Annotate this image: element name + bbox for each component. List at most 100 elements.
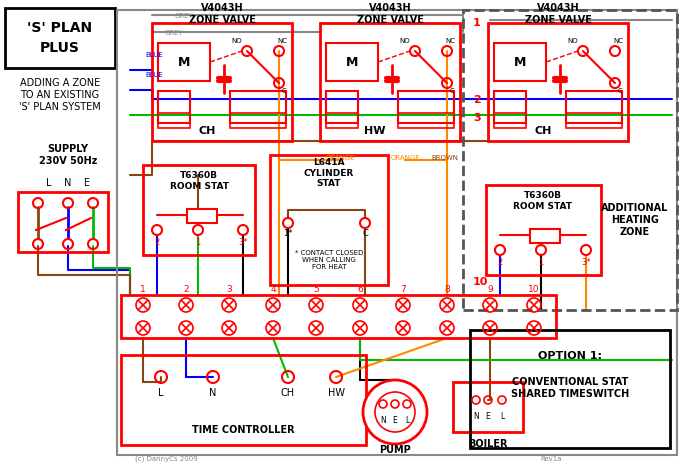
Bar	[463, 10, 677, 310]
Text: GREY: GREY	[175, 13, 194, 19]
Text: 3*: 3*	[581, 257, 591, 266]
Text: 10: 10	[529, 285, 540, 293]
Text: N: N	[209, 388, 217, 398]
Bar	[158, 43, 210, 81]
Text: * CONTACT CLOSED
WHEN CALLING
FOR HEAT: * CONTACT CLOSED WHEN CALLING FOR HEAT	[295, 250, 363, 270]
Text: 'S' PLAN: 'S' PLAN	[28, 21, 92, 35]
Text: CH: CH	[198, 126, 216, 136]
Bar	[143, 165, 255, 255]
Text: BOILER: BOILER	[469, 439, 508, 449]
Text: 8: 8	[444, 285, 450, 293]
Bar	[566, 91, 622, 123]
Text: PLUS: PLUS	[40, 41, 80, 55]
Text: NC: NC	[613, 38, 623, 44]
Bar	[398, 91, 454, 123]
Text: Rev1a: Rev1a	[540, 456, 562, 462]
Text: OPTION 1:: OPTION 1:	[538, 351, 602, 361]
Circle shape	[363, 380, 427, 444]
Text: 2: 2	[183, 285, 189, 293]
Text: T6360B
ROOM STAT: T6360B ROOM STAT	[170, 171, 228, 191]
Text: HW: HW	[364, 126, 386, 136]
Text: V4043H
ZONE VALVE: V4043H ZONE VALVE	[188, 3, 255, 25]
Bar	[152, 23, 292, 141]
Text: ADDING A ZONE
TO AN EXISTING
'S' PLAN SYSTEM: ADDING A ZONE TO AN EXISTING 'S' PLAN SY…	[19, 79, 101, 111]
Text: M: M	[514, 56, 526, 68]
Text: NC: NC	[445, 38, 455, 44]
Text: 3*: 3*	[238, 237, 248, 247]
Text: V4043H
ZONE VALVE: V4043H ZONE VALVE	[357, 3, 424, 25]
Bar	[18, 192, 108, 252]
Bar	[158, 91, 190, 123]
Text: 1: 1	[140, 285, 146, 293]
Text: (c) DannyCs 2009: (c) DannyCs 2009	[135, 456, 198, 462]
Text: BROWN: BROWN	[431, 155, 458, 161]
Text: ORANGE: ORANGE	[325, 155, 355, 161]
Bar	[121, 295, 556, 338]
Text: T6360B
ROOM STAT: T6360B ROOM STAT	[513, 191, 573, 211]
Text: C: C	[362, 228, 368, 238]
Text: 5: 5	[313, 285, 319, 293]
Text: L641A
CYLINDER
STAT: L641A CYLINDER STAT	[304, 158, 354, 188]
Text: 6: 6	[357, 285, 363, 293]
Text: 1: 1	[538, 257, 544, 266]
Text: BLUE: BLUE	[145, 52, 163, 58]
Bar	[230, 113, 286, 128]
Text: C: C	[450, 88, 455, 94]
Text: CH: CH	[281, 388, 295, 398]
Text: 3: 3	[473, 113, 481, 123]
Bar	[494, 91, 526, 123]
Bar	[270, 155, 388, 285]
Bar	[566, 113, 622, 128]
Bar	[530, 229, 560, 243]
Bar	[453, 382, 523, 432]
Bar	[494, 43, 546, 81]
Text: E: E	[393, 416, 397, 424]
Text: M: M	[178, 56, 190, 68]
Text: 4: 4	[270, 285, 276, 293]
Bar	[326, 91, 358, 123]
Bar	[158, 113, 190, 128]
Text: 2: 2	[155, 237, 159, 247]
Text: 2: 2	[473, 95, 481, 105]
Text: N: N	[380, 416, 386, 424]
Text: HW: HW	[328, 388, 344, 398]
Text: E: E	[486, 411, 491, 421]
Bar	[121, 355, 366, 445]
Text: SUPPLY
230V 50Hz: SUPPLY 230V 50Hz	[39, 144, 97, 166]
Text: L: L	[500, 411, 504, 421]
Bar	[470, 330, 670, 448]
Bar	[398, 113, 454, 128]
Text: NO: NO	[400, 38, 411, 44]
Text: ADDITIONAL
HEATING
ZONE: ADDITIONAL HEATING ZONE	[601, 204, 669, 237]
Text: 10: 10	[473, 277, 489, 287]
Text: C: C	[282, 88, 286, 94]
Text: PUMP: PUMP	[379, 445, 411, 455]
Text: NO: NO	[232, 38, 242, 44]
Bar	[486, 185, 601, 275]
Bar	[494, 113, 526, 128]
Text: 1: 1	[473, 18, 481, 28]
Text: M: M	[346, 56, 358, 68]
Text: 3: 3	[226, 285, 232, 293]
Text: TIME CONTROLLER: TIME CONTROLLER	[192, 425, 295, 435]
Text: CH: CH	[534, 126, 552, 136]
Text: 1*: 1*	[284, 228, 293, 238]
Text: L: L	[158, 388, 164, 398]
Text: BLUE: BLUE	[145, 72, 163, 78]
Text: 9: 9	[487, 285, 493, 293]
Bar	[230, 91, 286, 123]
Text: CONVENTIONAL STAT
SHARED TIMESWITCH: CONVENTIONAL STAT SHARED TIMESWITCH	[511, 377, 629, 399]
Bar	[326, 113, 358, 128]
Text: L: L	[405, 416, 409, 424]
Text: L    N    E: L N E	[46, 178, 90, 188]
Text: C: C	[618, 88, 622, 94]
Text: N: N	[473, 411, 479, 421]
Bar	[5, 8, 115, 68]
Text: NC: NC	[277, 38, 287, 44]
Text: 7: 7	[400, 285, 406, 293]
Text: ORANGE: ORANGE	[390, 155, 420, 161]
Bar	[117, 10, 677, 455]
Bar	[187, 209, 217, 223]
Text: NO: NO	[568, 38, 578, 44]
Text: GREY: GREY	[165, 30, 184, 36]
